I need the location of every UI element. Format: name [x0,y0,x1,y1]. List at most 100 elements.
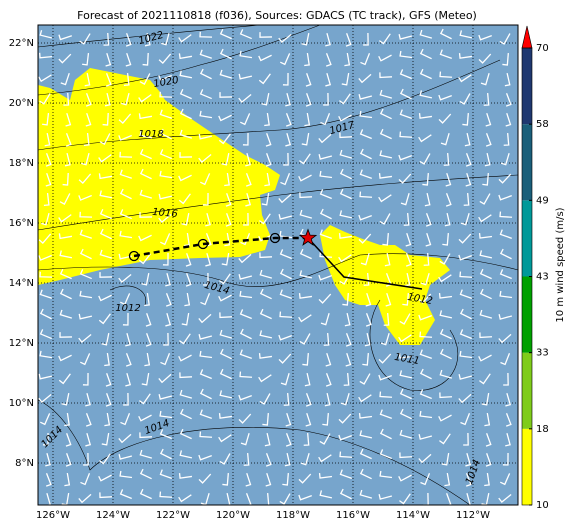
wind-barb [301,32,310,46]
wind-barb [344,312,351,327]
wind-barb [420,272,430,286]
wind-barb [179,70,193,79]
wind-barb [439,253,451,265]
wind-barb [218,294,232,302]
wind-barb [378,54,392,62]
wind-barb [282,472,289,486]
y-tick-label: 16°N [9,218,34,229]
wind-barb [458,374,473,380]
wind-barb [399,50,413,59]
wind-barb [242,132,249,146]
wind-barb [365,292,372,307]
wind-barb [405,232,412,247]
wind-barb [444,472,451,487]
wind-barb [83,132,90,147]
wind-barb [165,312,172,327]
wind-barb [360,252,370,266]
wind-barb [379,150,393,159]
wind-barb [339,488,352,500]
wind-barb [339,188,352,200]
wind-barb [425,232,432,247]
wind-barb [283,152,289,166]
wind-barb [225,193,232,207]
colorbar-tick-label: 70 [536,43,549,54]
wind-barb [460,413,471,426]
wind-barb [319,229,332,239]
wind-barb [119,470,133,479]
wind-barb [118,454,133,460]
wind-barb [478,233,493,239]
wind-barb [178,53,193,60]
wind-barb [403,212,410,226]
wind-barb [500,353,511,366]
wind-barb [119,151,133,158]
wind-barb [338,233,353,239]
wind-barb [298,473,312,484]
wind-barb [38,254,52,261]
wind-barb [478,354,492,362]
wind-barb [99,133,111,146]
x-tick-label: 126°W [36,510,70,521]
wind-barb [503,372,509,386]
wind-barb [245,472,252,487]
wind-barb [158,373,172,384]
wind-barb [304,372,311,387]
wind-barb [358,73,372,84]
wind-barb [59,268,72,280]
wind-barb [118,433,132,444]
wind-barb [98,173,113,180]
wind-barb [99,453,111,465]
colorbar-segment [522,428,532,505]
wind-barb [399,388,412,400]
wind-barb [398,353,413,359]
wind-barb [378,353,392,364]
wind-barb [219,348,232,360]
wind-barb [459,271,473,278]
wind-barb [238,93,252,104]
wind-barb [198,454,212,461]
wind-barb [438,414,452,422]
wind-barb [398,334,412,343]
wind-barb [199,49,212,59]
wind-barb [345,33,352,47]
wind-barb [99,272,113,278]
wind-barb [465,473,472,487]
wind-barb [202,192,209,206]
wind-barb [500,152,510,166]
wind-barb [259,269,273,279]
wind-barb [43,192,50,207]
wind-barb [125,33,132,47]
wind-barb [279,289,292,299]
wind-barb [480,72,490,86]
wind-barb [301,132,310,146]
wind-barb [285,92,291,107]
wind-barb [379,33,391,45]
wind-barb [505,93,512,107]
wind-barb [258,234,272,242]
wind-barb [38,373,53,380]
wind-barb [218,133,231,145]
wind-barb [39,289,52,299]
wind-barb [299,192,313,199]
wind-barb [98,154,112,163]
wind-barb [181,212,190,226]
wind-barb [379,213,391,225]
wind-barb [279,53,291,66]
wind-barb [78,173,92,185]
wind-barb [379,128,392,140]
wind-barb [345,333,352,347]
wind-barb [439,28,452,40]
wind-barb [479,332,493,339]
wind-barb [458,233,472,244]
wind-barb [63,92,70,106]
contour-label: 1020 [153,75,180,90]
wind-barb [343,372,350,386]
x-tick-label: 122°W [156,510,190,521]
wind-barb [423,252,430,266]
wind-barb [485,453,492,467]
wind-barb [185,253,192,267]
wind-barb [399,109,412,119]
wind-barb [104,412,111,427]
wind-barb [442,232,449,246]
